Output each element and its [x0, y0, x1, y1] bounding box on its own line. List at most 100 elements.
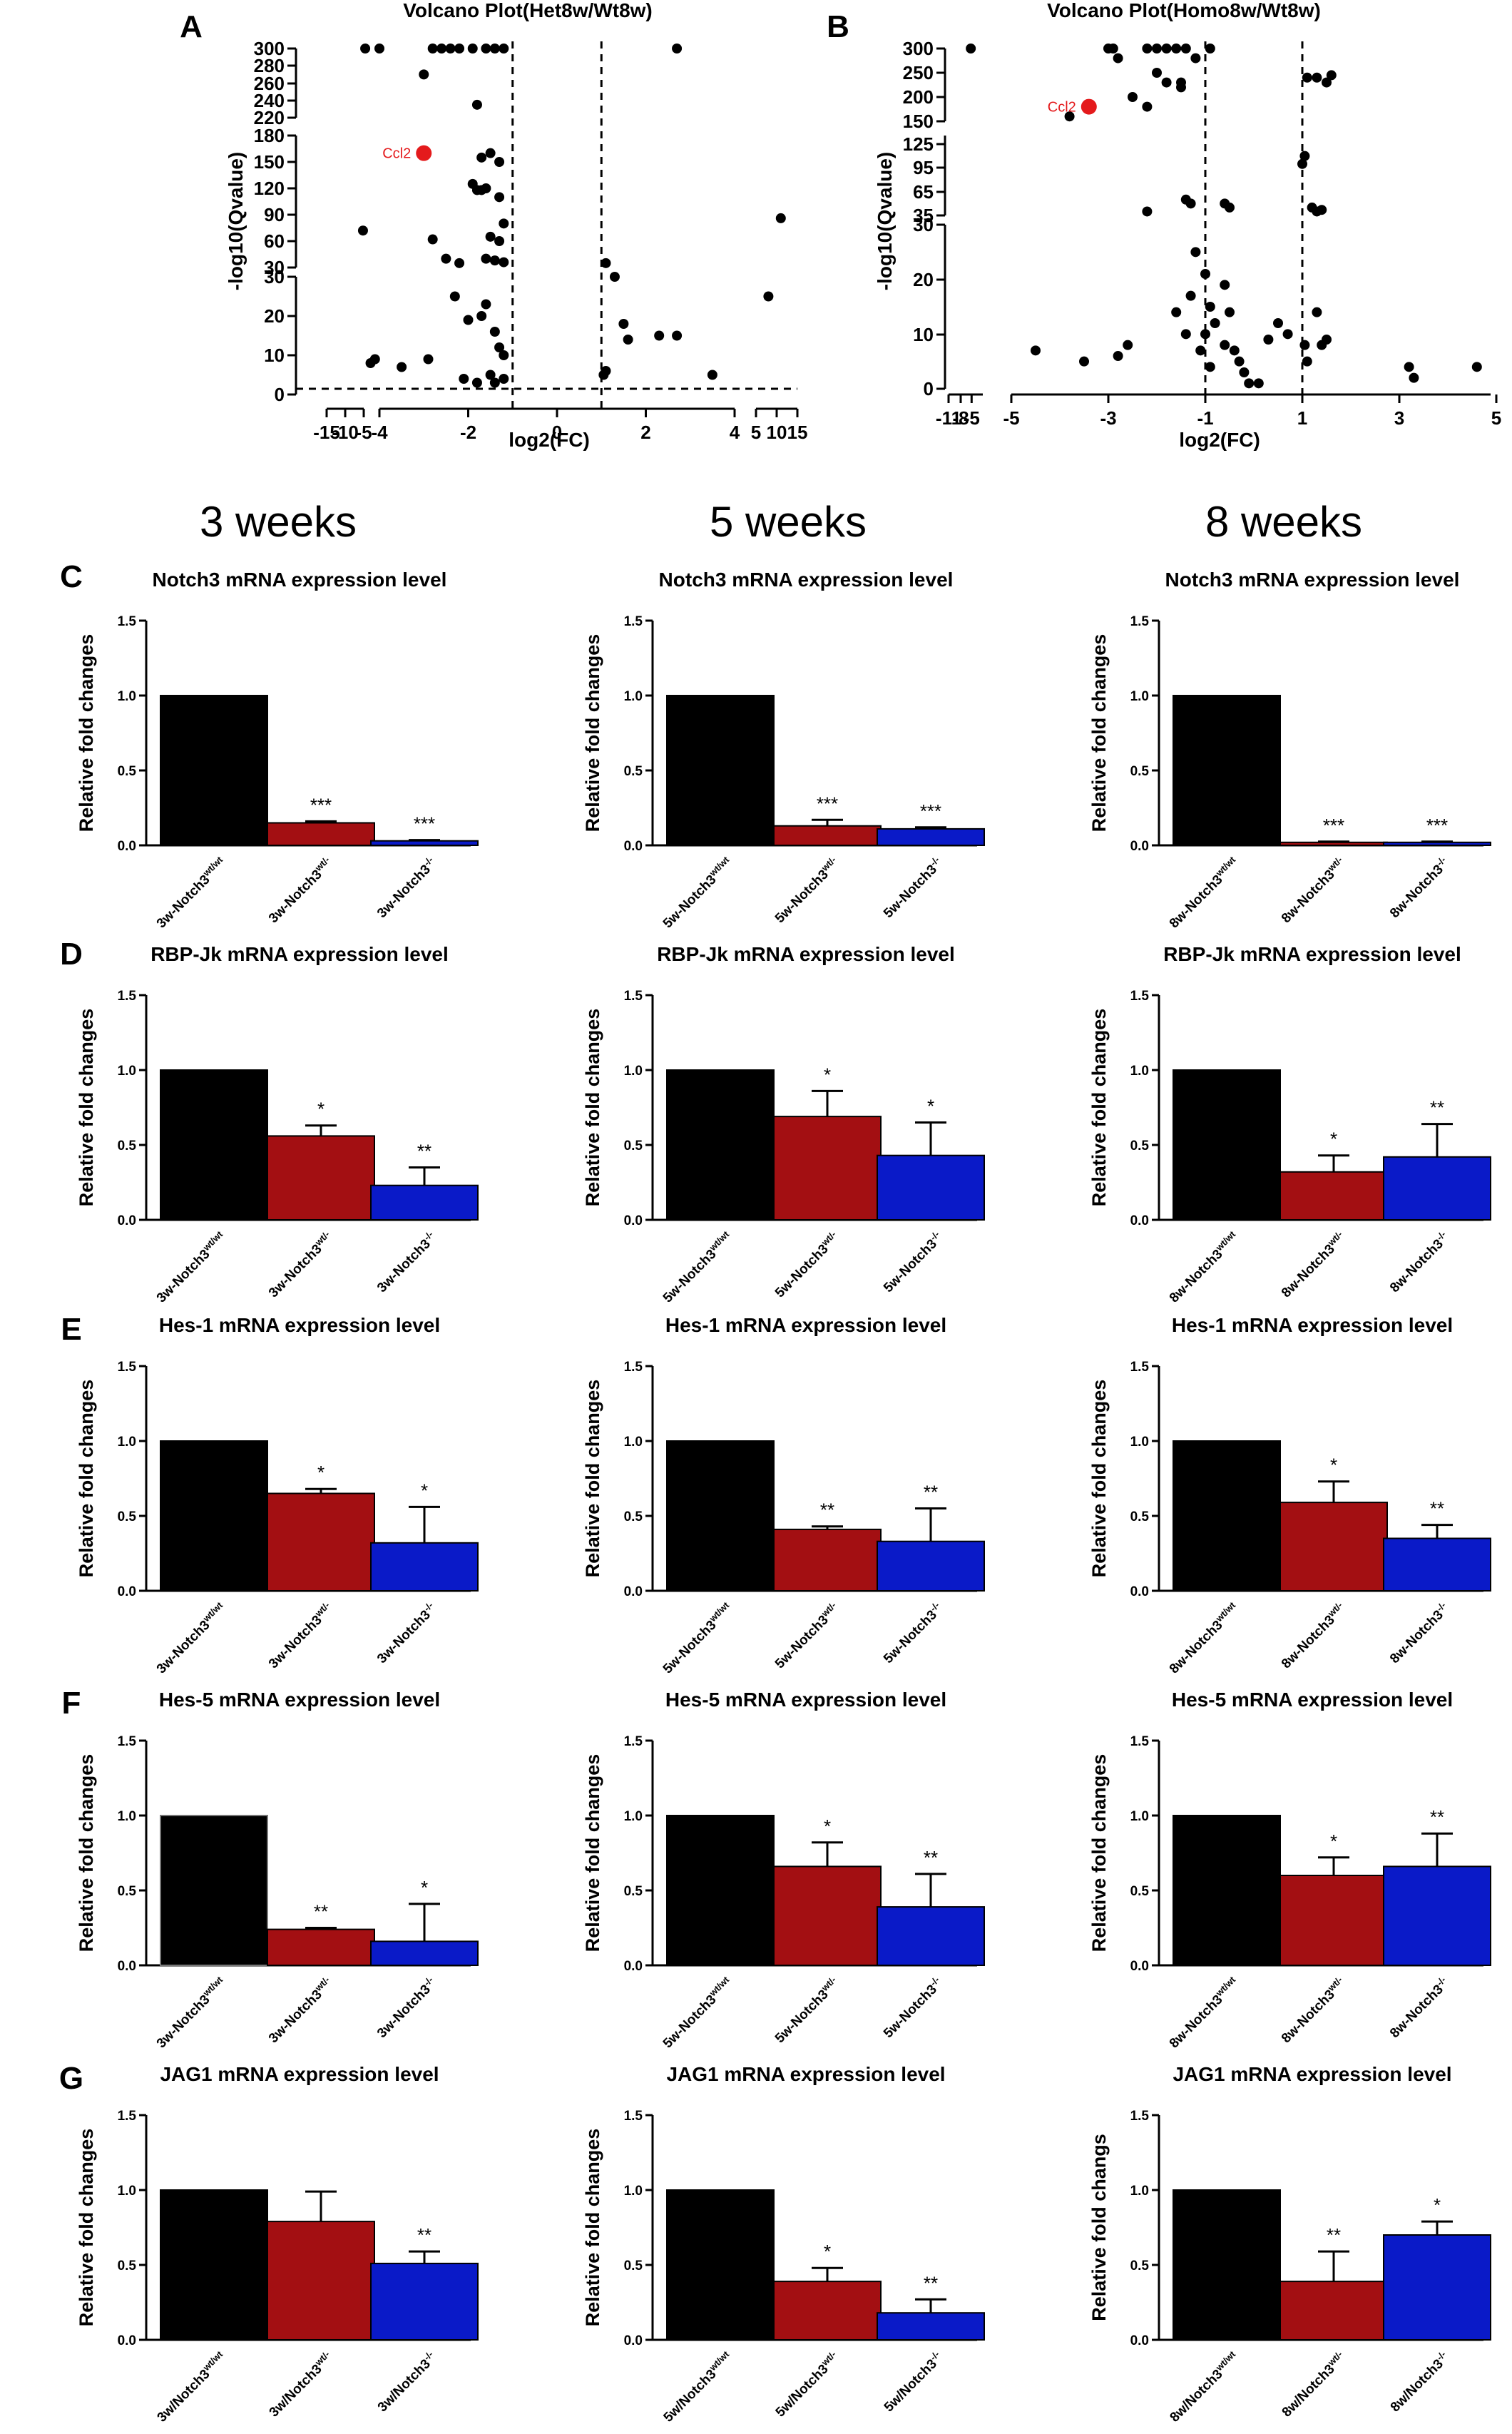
data-point	[1317, 205, 1327, 215]
y-tick-label: 1.5	[624, 1360, 643, 1375]
x-tick-label: -5	[964, 407, 980, 429]
y-tick-label: 10	[913, 324, 934, 345]
significance-label: *	[1330, 1455, 1337, 1476]
bar	[1383, 1537, 1491, 1592]
panel-letter-G: G	[59, 2061, 83, 2096]
bar	[267, 2221, 375, 2341]
data-point	[463, 315, 474, 325]
y-tick-label: 1.5	[624, 1734, 643, 1749]
bar-chart-F-5w: Hes-5 mRNA expression level 0.0 0.5 1.0 1.5 R…	[582, 1689, 985, 1974]
y-axis-label: Relative fold changes	[1088, 1380, 1110, 1578]
category-label: 3w-Notch3-/-	[373, 1974, 440, 2041]
y-axis-label: Relative fold changes	[1088, 634, 1110, 832]
bar	[160, 1069, 268, 1221]
y-tick-label: 1.0	[1130, 689, 1149, 704]
category-label: 3w-Notch3wt/-	[264, 1228, 336, 1300]
bar	[160, 2189, 268, 2341]
data-point	[1142, 101, 1153, 112]
y-tick-label: 0.0	[1130, 2333, 1149, 2348]
y-tick-label: 30	[913, 214, 934, 235]
y-tick-label: 0.5	[1130, 1139, 1150, 1154]
data-point	[1225, 202, 1235, 213]
data-point	[369, 354, 380, 365]
x-tick-label: -10	[332, 422, 359, 443]
bar	[1173, 1069, 1281, 1221]
bar	[1279, 1171, 1388, 1221]
y-tick-label: 0.0	[118, 2333, 136, 2348]
data-point	[449, 291, 460, 302]
data-point	[672, 44, 683, 54]
data-point	[471, 377, 482, 388]
data-point	[1123, 340, 1133, 350]
bar	[1279, 2281, 1388, 2341]
x-tick-label: 5	[751, 422, 761, 443]
y-tick-label: 260	[254, 73, 285, 94]
chart-title: Hes-5 mRNA expression level	[1172, 1689, 1453, 1711]
category-label: 3w-Notch3wt/wt	[152, 1599, 230, 1677]
y-axis-label: Relative fold changes	[76, 2129, 97, 2327]
data-point	[1185, 290, 1196, 301]
bar	[877, 828, 985, 847]
y-tick-label: 0	[924, 378, 934, 399]
data-point	[1205, 362, 1215, 372]
data-point	[1161, 77, 1172, 88]
y-tick-label: 0.5	[118, 764, 137, 779]
category-label: 5w-Notch3wt/wt	[658, 1974, 736, 2052]
bar	[1173, 2189, 1281, 2341]
bar	[1173, 695, 1281, 846]
y-tick-label: 1.5	[118, 2109, 137, 2124]
chart-title: JAG1 mRNA expression level	[666, 2063, 945, 2085]
y-tick-label: 0.0	[1130, 1959, 1149, 1974]
chart-title: Hes-5 mRNA expression level	[665, 1689, 946, 1711]
y-tick-label: 20	[913, 269, 934, 290]
data-point	[618, 319, 629, 329]
data-point	[471, 99, 482, 110]
bar	[267, 1492, 375, 1592]
x-tick-label: -1	[1197, 407, 1213, 429]
y-tick-label: 60	[264, 230, 285, 252]
data-point	[476, 185, 487, 195]
highlight-label: Ccl2	[382, 146, 411, 162]
x-tick-label: 5	[1491, 407, 1501, 429]
y-axis-label: Relative fold changes	[582, 1754, 603, 1952]
y-tick-label: 1.0	[624, 1435, 643, 1450]
data-point	[601, 366, 611, 376]
significance-label: **	[924, 2272, 938, 2293]
y-tick-label: 200	[903, 86, 934, 108]
category-label: 5w-Notch3-/-	[879, 1599, 946, 1666]
data-point	[1190, 247, 1201, 258]
data-point	[423, 354, 434, 365]
y-tick-label: 0.0	[118, 839, 136, 854]
highlight-point	[1081, 98, 1097, 115]
significance-label: *	[317, 1099, 325, 1120]
bar-chart-D-8w: RBP-Jk mRNA expression level 0.0 0.5 1.0 1.5…	[1088, 943, 1491, 1228]
bar	[1279, 1875, 1388, 1966]
category-label: 5w-Notch3wt/-	[770, 1974, 842, 2046]
y-tick-label: 300	[254, 38, 285, 59]
bar-chart-G-3w: JAG1 mRNA expression level 0.0 0.5 1.0 1.5 Re…	[76, 2063, 479, 2348]
y-tick-label: 0.5	[1130, 1884, 1150, 1899]
bar	[877, 2312, 985, 2341]
data-point	[467, 44, 478, 54]
data-point	[1312, 72, 1322, 83]
panel-letter-E: E	[61, 1312, 81, 1347]
data-point	[1302, 72, 1312, 83]
category-label: 8w-Notch3wt/wt	[1165, 1228, 1242, 1306]
data-point	[1079, 356, 1089, 367]
category-label: 5w-Notch3-/-	[879, 854, 946, 921]
category-label: 3w-Notch3wt/-	[264, 1974, 336, 2046]
data-point	[436, 44, 447, 54]
y-tick-label: 0.5	[624, 1139, 643, 1154]
data-point	[454, 258, 465, 268]
significance-label: **	[1327, 2224, 1341, 2246]
data-point	[1180, 44, 1191, 54]
data-point	[1225, 307, 1235, 317]
bar-chart-E-8w: Hes-1 mRNA expression level 0.0 0.5 1.0 1.5 R…	[1088, 1314, 1491, 1599]
highlight-point	[416, 145, 432, 161]
chart-title: RBP-Jk mRNA expression level	[657, 943, 955, 965]
y-tick-label: 65	[913, 181, 934, 203]
bar	[773, 1116, 882, 1221]
bar	[370, 840, 479, 846]
y-axis-label: Relative fold changes	[1088, 1754, 1110, 1952]
